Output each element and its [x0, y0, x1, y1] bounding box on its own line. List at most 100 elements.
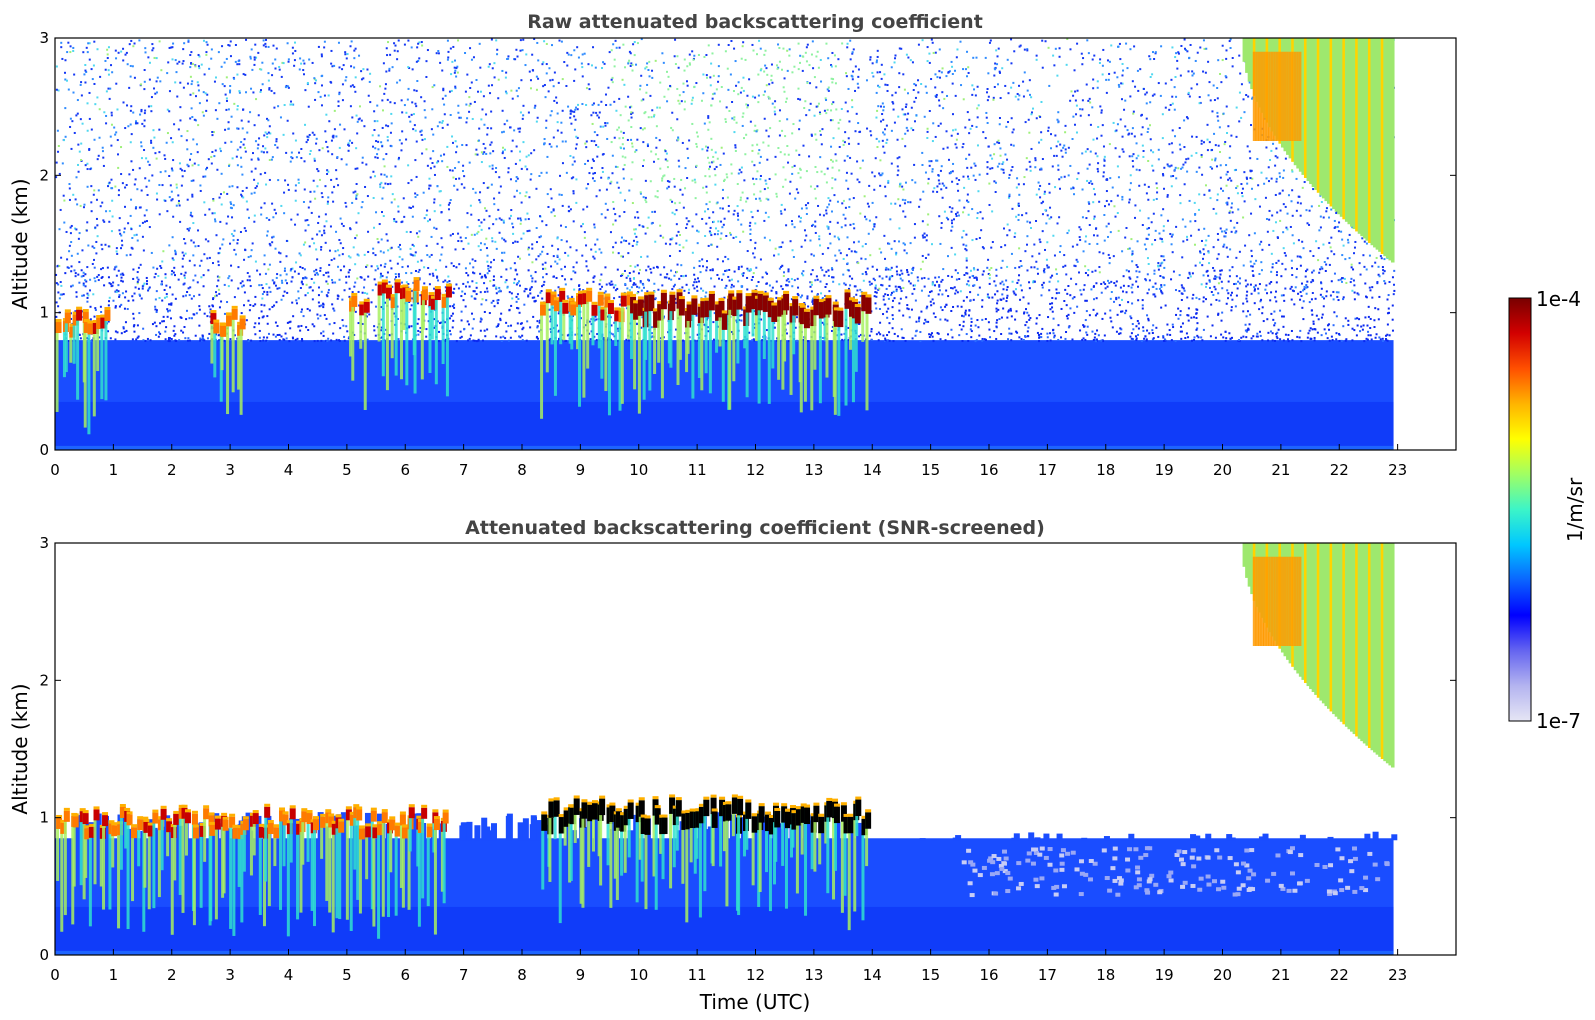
noise-pixel [951, 207, 954, 210]
noise-pixel [987, 95, 990, 98]
noise-pixel [757, 280, 760, 283]
noise-pixel [1130, 337, 1133, 340]
noise-pixel [247, 216, 250, 219]
noise-pixel [189, 54, 192, 57]
noise-pixel [696, 333, 699, 336]
noise-pixel [339, 327, 342, 330]
noise-pixel [419, 294, 422, 297]
noise-pixel [132, 268, 135, 271]
noise-pixel [242, 73, 245, 76]
noise-pixel [1373, 326, 1376, 329]
noise-pixel [475, 286, 478, 289]
noise-pixel [1164, 339, 1167, 342]
noise-pixel [1149, 138, 1152, 141]
noise-pixel [199, 184, 202, 187]
noise-pixel [384, 87, 387, 90]
noise-pixel [420, 259, 423, 262]
noise-pixel [1375, 256, 1378, 259]
noise-pixel [462, 170, 465, 173]
noise-pixel [383, 165, 386, 168]
noise-pixel [475, 281, 478, 284]
noise-pixel [68, 244, 71, 247]
noise-pixel [1170, 339, 1173, 342]
noise-pixel [587, 63, 590, 66]
noise-pixel [705, 291, 708, 294]
noise-pixel [901, 185, 904, 188]
noise-pixel [1045, 222, 1048, 225]
noise-pixel [217, 288, 220, 291]
noise-pixel [1198, 250, 1201, 253]
noise-pixel [1209, 335, 1212, 338]
noise-pixel [250, 158, 253, 161]
noise-pixel [1225, 246, 1228, 249]
noise-pixel [931, 168, 934, 171]
noise-pixel [291, 276, 294, 279]
noise-pixel [1320, 266, 1323, 269]
noise-pixel [1361, 328, 1364, 331]
noise-pixel [803, 301, 806, 304]
noise-pixel [893, 297, 896, 300]
noise-pixel [361, 291, 364, 294]
noise-pixel [619, 303, 622, 306]
noise-pixel [1186, 314, 1189, 317]
noise-pixel [86, 296, 89, 299]
noise-pixel [86, 129, 89, 132]
noise-pixel [421, 44, 424, 47]
noise-pixel [977, 190, 980, 193]
noise-pixel [124, 321, 127, 324]
noise-pixel [394, 276, 397, 279]
noise-pixel [206, 93, 209, 96]
noise-pixel [193, 313, 196, 316]
noise-pixel [1012, 144, 1015, 147]
noise-pixel [647, 278, 650, 281]
noise-pixel [220, 172, 223, 175]
noise-pixel [1147, 262, 1150, 265]
noise-pixel [1070, 187, 1073, 190]
noise-pixel [988, 268, 991, 271]
noise-pixel [1101, 317, 1104, 320]
noise-pixel [550, 265, 553, 268]
noise-pixel [428, 273, 431, 276]
noise-pixel [213, 80, 216, 83]
noise-pixel [64, 272, 67, 275]
noise-pixel [649, 180, 652, 183]
noise-pixel [498, 231, 501, 234]
noise-pixel [592, 102, 595, 105]
noise-pixel [884, 303, 887, 306]
noise-pixel [125, 51, 128, 54]
noise-pixel [1198, 261, 1201, 264]
noise-pixel [696, 339, 699, 342]
noise-pixel [519, 322, 522, 325]
noise-pixel [1257, 184, 1260, 187]
noise-pixel [751, 276, 754, 279]
noise-pixel [132, 168, 135, 171]
noise-pixel [1197, 228, 1200, 231]
noise-pixel [1327, 323, 1330, 326]
noise-pixel [514, 330, 517, 333]
noise-pixel [181, 265, 184, 268]
noise-pixel [366, 195, 369, 198]
noise-pixel [260, 284, 263, 287]
noise-pixel [189, 158, 192, 161]
noise-pixel [1305, 209, 1308, 212]
noise-pixel [132, 317, 135, 320]
noise-pixel [640, 289, 643, 292]
noise-pixel [733, 270, 736, 273]
noise-pixel [189, 75, 192, 78]
noise-pixel [1001, 67, 1004, 70]
noise-pixel [183, 325, 186, 328]
noise-pixel [1258, 283, 1261, 286]
noise-pixel [154, 305, 157, 308]
noise-pixel [1155, 326, 1158, 329]
noise-pixel [496, 299, 499, 302]
noise-pixel [501, 150, 504, 153]
noise-pixel [380, 326, 383, 329]
noise-pixel [928, 61, 931, 64]
noise-pixel [905, 103, 908, 106]
noise-pixel [418, 41, 421, 44]
noise-pixel [733, 47, 736, 50]
noise-pixel [835, 299, 838, 302]
noise-pixel [800, 207, 803, 210]
noise-pixel [732, 213, 735, 216]
noise-pixel [889, 275, 892, 278]
